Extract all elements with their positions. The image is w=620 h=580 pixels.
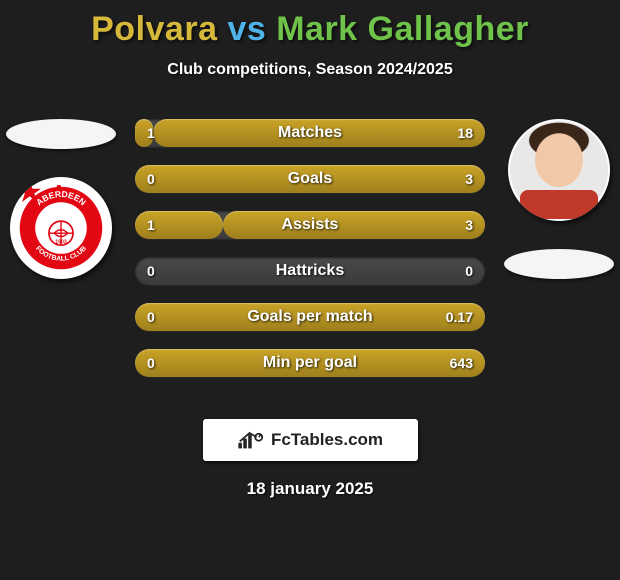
stat-value-right: 0.17 (446, 309, 473, 325)
watermark-box: FcTables.com (203, 419, 418, 461)
left-column: 1903 ABERDEEN FOOTBALL CLUB (6, 119, 116, 279)
aberdeen-badge-icon: 1903 ABERDEEN FOOTBALL CLUB (18, 185, 104, 271)
stat-row: 0Goals per match0.17 (135, 303, 485, 331)
stats-list: 1Matches180Goals31Assists30Hattricks00Go… (135, 119, 485, 377)
stat-label: Matches (135, 124, 485, 142)
generated-date: 18 january 2025 (0, 479, 620, 499)
right-column (504, 119, 614, 279)
player-face-icon (510, 121, 608, 219)
player1-photo-placeholder (6, 119, 116, 149)
stat-row: 0Min per goal643 (135, 349, 485, 377)
stat-label: Min per goal (135, 354, 485, 372)
stat-label: Assists (135, 216, 485, 234)
svg-text:1903: 1903 (55, 239, 67, 245)
stat-value-right: 18 (457, 125, 473, 141)
stat-value-right: 643 (450, 355, 473, 371)
player1-name: Polvara (91, 10, 217, 48)
fctables-logo-icon (237, 430, 265, 450)
vs-word: vs (227, 10, 266, 48)
player2-photo (508, 119, 610, 221)
page-title: Polvara vs Mark Gallagher (0, 0, 620, 49)
stat-value-right: 3 (465, 171, 473, 187)
player2-name: Mark Gallagher (276, 10, 529, 48)
player1-club-badge: 1903 ABERDEEN FOOTBALL CLUB (10, 177, 112, 279)
stat-row: 1Matches18 (135, 119, 485, 147)
watermark-text: FcTables.com (271, 430, 383, 450)
stat-label: Goals (135, 170, 485, 188)
stat-label: Goals per match (135, 308, 485, 326)
stat-row: 1Assists3 (135, 211, 485, 239)
stat-row: 0Goals3 (135, 165, 485, 193)
comparison-area: 1903 ABERDEEN FOOTBALL CLUB 1Matches180G… (0, 119, 620, 399)
stat-label: Hattricks (135, 262, 485, 280)
stat-value-right: 0 (465, 263, 473, 279)
stat-row: 0Hattricks0 (135, 257, 485, 285)
player2-club-badge-placeholder (504, 249, 614, 279)
stat-value-right: 3 (465, 217, 473, 233)
subtitle: Club competitions, Season 2024/2025 (0, 61, 620, 79)
